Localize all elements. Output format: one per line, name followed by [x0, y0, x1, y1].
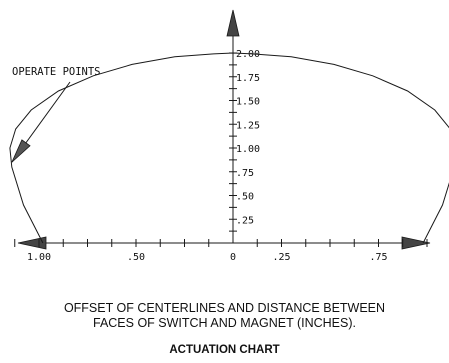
- x-axis-label-line-2: FACES OF SWITCH AND MAGNET (INCHES).: [93, 316, 356, 330]
- x-axis-right-arrow: [401, 236, 431, 250]
- chart-title: ACTUATION CHART: [169, 344, 280, 356]
- x-tick-label: .75: [369, 252, 387, 263]
- y-tick-label: .75: [236, 168, 254, 179]
- x-tick-label: .50: [127, 252, 145, 263]
- y-axis-arrow: [226, 9, 240, 37]
- x-tick-label: .25: [272, 252, 290, 263]
- y-tick-label: 1.00: [236, 144, 260, 155]
- curve-layer: [9, 52, 449, 244]
- ticks: 1.501.00.500.25.751.251.75.25.50.751.001…: [14, 49, 428, 263]
- y-tick-label: .25: [236, 215, 254, 226]
- annotation-layer: OPERATE POINTS: [11, 66, 101, 163]
- axes: [17, 9, 431, 250]
- x-axis-left-arrow: [17, 236, 47, 250]
- y-tick-label: 2.00: [236, 49, 260, 60]
- y-tick-label: 1.50: [236, 97, 260, 108]
- y-tick-label: 1.25: [236, 120, 260, 131]
- y-tick-label: 1.75: [236, 73, 260, 84]
- y-tick-label: .50: [236, 192, 254, 203]
- operate-points-arrowhead: [11, 139, 31, 163]
- actuation-curve: [9, 52, 449, 244]
- operate-points-label: OPERATE POINTS: [12, 66, 101, 78]
- x-tick-label: 1.00: [27, 252, 51, 263]
- actuation-chart: 1.501.00.500.25.751.251.75.25.50.751.001…: [9, 9, 449, 263]
- x-axis-label-line-1: OFFSET OF CENTERLINES AND DISTANCE BETWE…: [63, 301, 386, 315]
- x-tick-label: 0: [230, 252, 236, 263]
